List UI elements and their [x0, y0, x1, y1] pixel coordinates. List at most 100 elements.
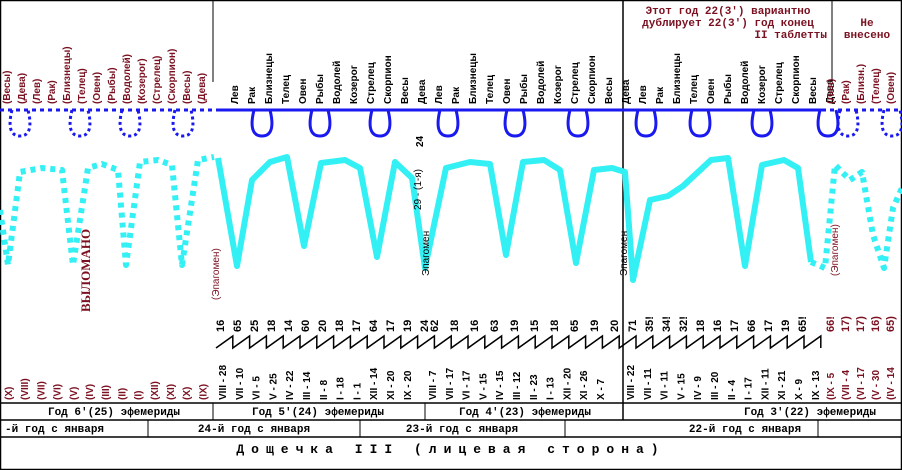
- date-label: VI - 11: [660, 371, 671, 400]
- day-label: 17: [385, 320, 397, 332]
- loop-mark: [171, 109, 195, 138]
- zodiac-label: Дева: [621, 79, 632, 104]
- date-label: I - 13: [546, 377, 557, 400]
- zodiac-label: Стрелец: [774, 61, 785, 104]
- zodiac-label: Рак: [655, 86, 666, 104]
- epagomen-label-3: Эпагомен: [619, 231, 630, 276]
- curve-solid: [215, 154, 814, 283]
- loop-mark: [503, 109, 527, 138]
- zodiac-label: Рыбы: [722, 74, 734, 104]
- zodiac-label: (Козерог): [137, 58, 148, 104]
- tablet-title: Дощечка III (лицевая сторона): [236, 442, 666, 457]
- date-label: XI - 26: [579, 370, 590, 400]
- january-year-24: 24-й год с января: [198, 424, 310, 436]
- january-year-22: 22-й год с января: [689, 424, 801, 436]
- day-label: 17): [840, 316, 852, 332]
- ephemeris-year-5: Год 5'(24) эфемериды: [252, 406, 384, 419]
- zodiac-label: (Близн.): [856, 64, 867, 104]
- date-label: IV - 9: [693, 376, 704, 400]
- zodiac-label: (Овен): [886, 72, 897, 104]
- zodiac-label: Весы: [604, 77, 615, 104]
- zigzag-path: [215, 334, 822, 350]
- date-label: (IV - 14: [886, 367, 897, 400]
- day-24-label: 24: [415, 135, 426, 147]
- date-label: I - 1: [352, 382, 363, 400]
- date-label: XI - 20: [386, 370, 397, 400]
- date-label: (V - 30: [871, 370, 882, 400]
- zodiac-label: (Телец): [871, 68, 882, 104]
- zodiac-label: Стрелец: [366, 61, 377, 104]
- date-label: (I): [134, 391, 145, 400]
- day-label: 17): [855, 316, 867, 332]
- epagomen-label-4: (Эпагомен): [830, 224, 841, 276]
- day-label: 66!: [825, 316, 837, 332]
- zigzag-line: [215, 334, 822, 350]
- date-label: (III): [101, 385, 112, 400]
- zodiac-label: Весы: [808, 77, 819, 104]
- zodiac-label: Близнецы: [264, 53, 275, 104]
- date-label: IV - 22: [285, 370, 296, 400]
- day-label: 18: [334, 320, 346, 332]
- zodiac-label: Лев: [230, 85, 241, 104]
- day-label: 16: [712, 320, 724, 332]
- not-entered-line-1: Не: [860, 18, 874, 30]
- day-label: 71: [627, 320, 639, 332]
- header-note: Этот год 22(3') вариантно дублирует 22(3…: [625, 6, 831, 42]
- day-label: 17: [763, 320, 775, 332]
- date-label: VIII - 7: [428, 370, 439, 400]
- zodiac-label: Овен: [502, 79, 513, 104]
- date-label: VII - 10: [235, 367, 246, 400]
- day-label: 34!: [661, 316, 673, 332]
- day-label: 16: [469, 320, 481, 332]
- loop-mark: [118, 109, 142, 138]
- zodiac-label: (Телец): [77, 68, 88, 104]
- day-label: 62: [429, 320, 441, 332]
- date-label: (X): [4, 387, 15, 400]
- date-label: I - 18: [336, 377, 347, 400]
- date-label: IX - 13: [811, 370, 822, 400]
- zodiac-label: Водолей: [332, 61, 343, 104]
- day-label: 19: [589, 320, 601, 332]
- day-label: 20: [609, 320, 621, 332]
- date-label: II - 4: [727, 380, 738, 400]
- zodiac-label: Лев: [434, 85, 445, 104]
- date-label: IV - 15: [495, 370, 506, 400]
- date-label: II - 23: [529, 374, 540, 400]
- note-29-label: 29 - (1-я): [413, 169, 424, 210]
- zodiac-label: Лев: [638, 85, 649, 104]
- day-label: 65: [232, 320, 244, 332]
- date-label: (XI): [166, 384, 177, 400]
- zodiac-label: Рыбы: [518, 74, 530, 104]
- loop-mark: [634, 109, 658, 138]
- zodiac-label: (Весы): [182, 71, 193, 104]
- date-label: III - 14: [302, 371, 313, 400]
- zodiac-label: Стрелец: [570, 61, 581, 104]
- zodiac-label: Рак: [451, 86, 462, 104]
- date-label: V - 15: [478, 373, 489, 400]
- date-label: (VII): [36, 381, 47, 400]
- header-note-line-3: II таблетты: [754, 30, 827, 42]
- date-label: XII - 20: [562, 367, 573, 400]
- zodiac-label: Овен: [298, 79, 309, 104]
- day-label: 60: [300, 320, 312, 332]
- loop-mark: [688, 109, 712, 138]
- day-label: 16): [870, 316, 882, 332]
- zodiac-label: (Рыбы): [106, 67, 118, 104]
- zodiac-label: (Овен): [92, 72, 103, 104]
- day-label: 65!: [797, 316, 809, 332]
- date-label: XII - 11: [760, 368, 771, 400]
- loop-mark: [368, 109, 392, 138]
- day-label: 24: [419, 319, 431, 332]
- day-label: 19: [402, 320, 414, 332]
- day-label: 66: [746, 320, 758, 332]
- loop-mark: [436, 109, 460, 138]
- loop-track: [0, 108, 902, 138]
- zodiac-label: (Близнецы): [62, 46, 73, 104]
- zodiac-label: Скорпион: [791, 55, 802, 104]
- date-label: (X): [182, 387, 193, 400]
- not-entered-line-2: внесено: [843, 30, 891, 42]
- ephemeris-year-3: Год 3'(22) эфемериды: [744, 406, 876, 419]
- zodiac-label: Скорпион: [587, 55, 598, 104]
- day-label: 32!: [678, 316, 690, 332]
